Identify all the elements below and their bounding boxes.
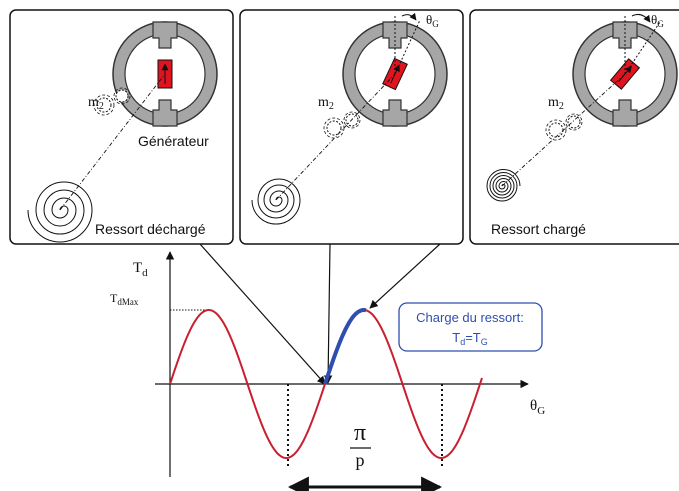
charge-title: Charge du ressort: [416, 310, 524, 325]
charge-segment [323, 308, 367, 385]
spring-icon [27, 181, 93, 243]
charge-callout: Charge du ressort: Td=TG [398, 302, 543, 352]
y-axis-label: Td [133, 260, 148, 279]
torque-graph: Td θG TdMax π p Charge du ressort: Td=TG [110, 251, 545, 491]
panel-charged: m2 θG Ressort chargé [469, 9, 679, 245]
period-numerator: π [354, 420, 366, 446]
max-label: TdMax [110, 291, 139, 307]
panel-charging: m2 θG [239, 9, 464, 245]
panel-label-discharged: Ressort déchargé [95, 221, 206, 237]
period-denominator: p [356, 450, 365, 470]
theta-label: θG [426, 12, 439, 29]
spring-icon [251, 178, 301, 225]
generator-label: Générateur [138, 133, 209, 149]
panel-discharged: m2 Générateur Ressort déchargé [9, 9, 234, 245]
theta-label: θG [651, 12, 664, 29]
m2-label: m2 [318, 95, 334, 112]
gear-icon [545, 113, 583, 141]
pointer-lines [199, 243, 441, 385]
x-axis-label: θG [530, 398, 545, 417]
m2-label: m2 [548, 95, 564, 112]
gear-icon [93, 87, 131, 116]
panel-label-charged: Ressort chargé [491, 221, 586, 237]
charge-equation: Td=TG [452, 330, 488, 347]
m2-label: m2 [88, 95, 104, 112]
spring-icon [486, 169, 521, 202]
